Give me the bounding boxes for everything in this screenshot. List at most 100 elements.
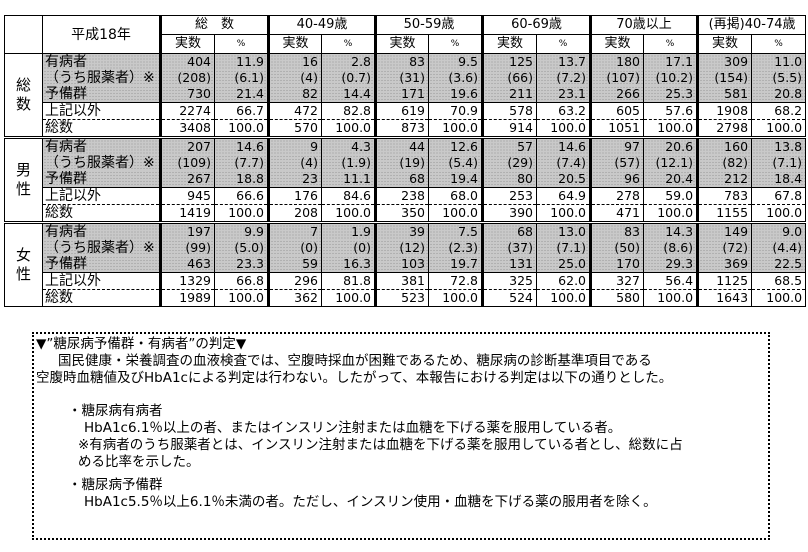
percent-cell: (7.7) [213,155,270,171]
percent-cell: 68.2 [751,102,807,120]
table-row: 予備群 463 23.3 59 16.3 103 19.7 131 25.0 170 29.3 369… [5,256,807,273]
count-cell: 605 [589,102,645,120]
count-cell: 2798 [696,119,753,138]
percent-cell: 19.4 [428,171,484,188]
count-cell: 362 [267,289,323,307]
percent-cell: 9.0 [751,221,807,240]
count-cell: 1155 [696,204,753,223]
row-label: 有病者 [42,136,161,155]
percent-cell: (7.1) [751,155,807,171]
group-name: 男性 [16,161,32,198]
count-cell: 68 [374,171,430,188]
count-cell: 873 [374,119,430,138]
row-label: （うち服薬者）※ [42,240,161,256]
age-group-header: 70歳以上 [589,15,699,35]
count-cell: 212 [696,171,753,188]
percent-cell: 100.0 [751,289,807,307]
group-label: 総数 [4,53,43,138]
count-cell: 1908 [696,102,753,120]
row-label: 総数 [42,289,161,307]
percent-cell: 20.6 [643,136,699,155]
percent-cell: 100.0 [321,289,377,307]
count-cell: (72) [696,240,753,256]
percent-cell: 11.1 [321,171,377,188]
percent-cell: (7.4) [536,155,592,171]
percent-cell: 59.0 [643,187,699,205]
count-cell: (107) [589,70,645,86]
percent-cell: 63.2 [536,102,592,120]
percent-cell: 100.0 [213,289,270,307]
count-cell: 176 [267,187,323,205]
definition-prediabetes-text: HbA1c5.5％以上6.1％未満の者。ただし、インスリン使用・血糖を下げる薬の… [84,494,657,510]
row-label: 予備群 [42,171,161,188]
note-title: ▼”糖尿病予備群・有病者”の判定▼ [36,336,247,352]
percent-cell: 4.3 [321,136,377,155]
row-label: 上記以外 [42,272,161,290]
percent-cell: 14.6 [536,136,592,155]
percent-header: % [321,34,377,54]
count-cell: 570 [267,119,323,138]
count-cell: 96 [589,171,645,188]
corner-cell [4,15,43,54]
percent-cell: 68.5 [751,272,807,290]
age-group-header: (再掲)40-74歳 [696,15,807,35]
count-cell: 97 [589,136,645,155]
percent-header: % [536,34,592,54]
percent-cell: 14.4 [321,86,377,103]
age-group-header: 40-49歳 [267,15,377,35]
count-cell: 171 [374,86,430,103]
diabetes-table: 平成18年 総 数 40-49歳 50-59歳 60-69歳 70歳以上 (再掲)40-7… [4,15,807,307]
group-label: 男性 [4,136,43,223]
count-cell: 238 [374,187,430,205]
percent-cell: 100.0 [428,204,484,223]
count-cell: 211 [481,86,538,103]
percent-cell: 25.3 [643,86,699,103]
percent-cell: (5.4) [428,155,484,171]
count-cell: 783 [696,187,753,205]
table-row: 総数 有病者 404 11.9 16 2.8 83 9.5 125 13.7 180 17.1 309 1… [4,53,807,138]
table-row: 上記以外 1329 66.8 296 81.8 381 72.8 325 62.0 327 56.4… [5,272,807,290]
percent-cell: (1.9) [321,155,377,171]
count-cell: 180 [589,53,645,70]
percent-cell: (2.3) [428,240,484,256]
count-cell: 16 [267,53,323,70]
group-label: 女性 [4,221,43,307]
count-cell: 309 [696,53,753,70]
count-cell: 39 [374,221,430,240]
count-cell: (99) [159,240,215,256]
count-cell: 296 [267,272,323,290]
percent-cell: (6.1) [213,70,270,86]
percent-cell: 66.7 [213,102,270,120]
percent-cell: 14.6 [213,136,270,155]
count-cell: (66) [481,70,538,86]
count-cell: (12) [374,240,430,256]
count-cell: 208 [267,204,323,223]
count-cell: 160 [696,136,753,155]
percent-cell: (12.1) [643,155,699,171]
count-cell: (4) [267,155,323,171]
count-cell: (29) [481,155,538,171]
percent-cell: (7.2) [536,70,592,86]
definition-prediabetes-title: ・糖尿病予備群 [68,477,163,493]
row-label: （うち服薬者）※ [42,155,161,171]
percent-cell: 100.0 [643,289,699,307]
count-cell: 253 [481,187,538,205]
count-cell: 23 [267,171,323,188]
row-label: 上記以外 [42,187,161,205]
count-cell: 1419 [159,204,215,223]
row-label: 総数 [42,204,161,223]
count-cell: 581 [696,86,753,103]
table-row: 総数 1989 100.0 362 100.0 523 100.0 524 100.0 580 10… [5,289,807,307]
count-cell: (31) [374,70,430,86]
percent-cell: 2.8 [321,53,377,70]
count-header: 実数 [374,34,430,54]
count-cell: 80 [481,171,538,188]
age-group-header: 60-69歳 [481,15,592,35]
percent-cell: 82.8 [321,102,377,120]
percent-cell: 100.0 [643,119,699,138]
percent-header: % [643,34,699,54]
percent-cell: 100.0 [643,204,699,223]
row-label: （うち服薬者）※ [42,70,161,86]
percent-cell: 57.6 [643,102,699,120]
count-cell: 131 [481,256,538,273]
